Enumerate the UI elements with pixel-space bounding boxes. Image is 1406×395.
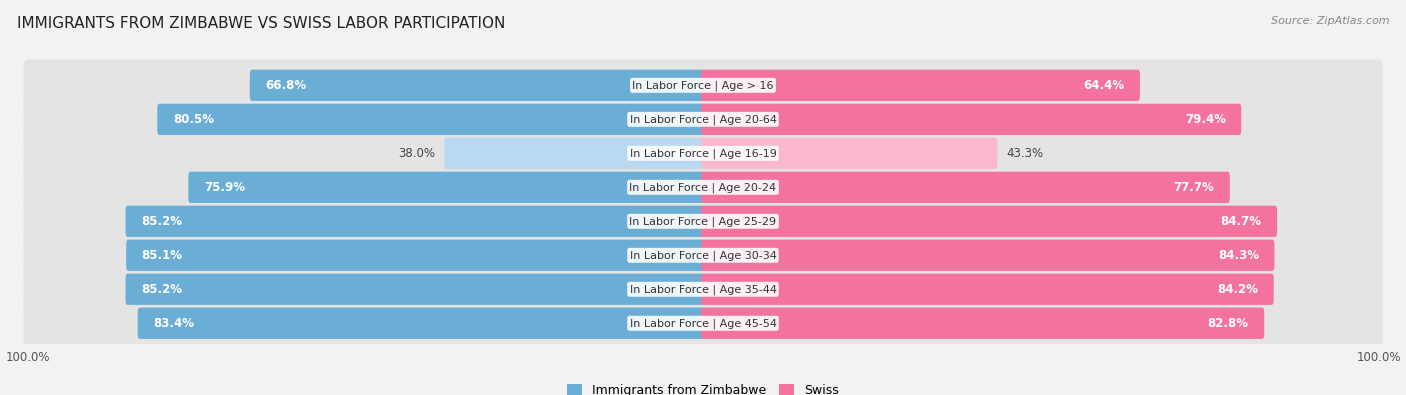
FancyBboxPatch shape	[24, 60, 1382, 111]
Text: In Labor Force | Age 45-54: In Labor Force | Age 45-54	[630, 318, 776, 329]
Text: 80.5%: 80.5%	[173, 113, 214, 126]
FancyBboxPatch shape	[138, 308, 704, 339]
FancyBboxPatch shape	[702, 308, 1264, 339]
FancyBboxPatch shape	[24, 263, 1382, 315]
FancyBboxPatch shape	[702, 206, 1277, 237]
FancyBboxPatch shape	[444, 138, 704, 169]
Text: In Labor Force | Age 25-29: In Labor Force | Age 25-29	[630, 216, 776, 227]
FancyBboxPatch shape	[702, 104, 1241, 135]
Text: 85.2%: 85.2%	[141, 283, 181, 296]
Text: 75.9%: 75.9%	[204, 181, 245, 194]
FancyBboxPatch shape	[702, 70, 1140, 101]
FancyBboxPatch shape	[24, 94, 1382, 145]
Text: 82.8%: 82.8%	[1208, 317, 1249, 330]
FancyBboxPatch shape	[24, 297, 1382, 349]
Text: IMMIGRANTS FROM ZIMBABWE VS SWISS LABOR PARTICIPATION: IMMIGRANTS FROM ZIMBABWE VS SWISS LABOR …	[17, 16, 505, 31]
FancyBboxPatch shape	[702, 240, 1274, 271]
Text: 66.8%: 66.8%	[266, 79, 307, 92]
FancyBboxPatch shape	[188, 172, 704, 203]
Text: 83.4%: 83.4%	[153, 317, 194, 330]
Text: 43.3%: 43.3%	[1007, 147, 1043, 160]
FancyBboxPatch shape	[157, 104, 704, 135]
Text: 64.4%: 64.4%	[1084, 79, 1125, 92]
FancyBboxPatch shape	[24, 229, 1382, 281]
Text: In Labor Force | Age 20-64: In Labor Force | Age 20-64	[630, 114, 776, 124]
FancyBboxPatch shape	[125, 206, 704, 237]
FancyBboxPatch shape	[702, 172, 1230, 203]
Text: In Labor Force | Age > 16: In Labor Force | Age > 16	[633, 80, 773, 90]
FancyBboxPatch shape	[127, 240, 704, 271]
FancyBboxPatch shape	[24, 196, 1382, 247]
Text: 77.7%: 77.7%	[1174, 181, 1215, 194]
Text: In Labor Force | Age 35-44: In Labor Force | Age 35-44	[630, 284, 776, 295]
Legend: Immigrants from Zimbabwe, Swiss: Immigrants from Zimbabwe, Swiss	[562, 379, 844, 395]
FancyBboxPatch shape	[125, 274, 704, 305]
Text: 79.4%: 79.4%	[1185, 113, 1226, 126]
Text: 84.3%: 84.3%	[1218, 249, 1258, 262]
Text: In Labor Force | Age 20-24: In Labor Force | Age 20-24	[630, 182, 776, 192]
Text: In Labor Force | Age 16-19: In Labor Force | Age 16-19	[630, 148, 776, 158]
FancyBboxPatch shape	[702, 138, 997, 169]
FancyBboxPatch shape	[24, 128, 1382, 179]
Text: 84.2%: 84.2%	[1218, 283, 1258, 296]
FancyBboxPatch shape	[702, 274, 1274, 305]
Text: 85.1%: 85.1%	[142, 249, 183, 262]
Text: 84.7%: 84.7%	[1220, 215, 1261, 228]
Text: 85.2%: 85.2%	[141, 215, 181, 228]
FancyBboxPatch shape	[24, 162, 1382, 213]
FancyBboxPatch shape	[250, 70, 704, 101]
Text: In Labor Force | Age 30-34: In Labor Force | Age 30-34	[630, 250, 776, 261]
Text: 38.0%: 38.0%	[398, 147, 436, 160]
Text: Source: ZipAtlas.com: Source: ZipAtlas.com	[1271, 16, 1389, 26]
